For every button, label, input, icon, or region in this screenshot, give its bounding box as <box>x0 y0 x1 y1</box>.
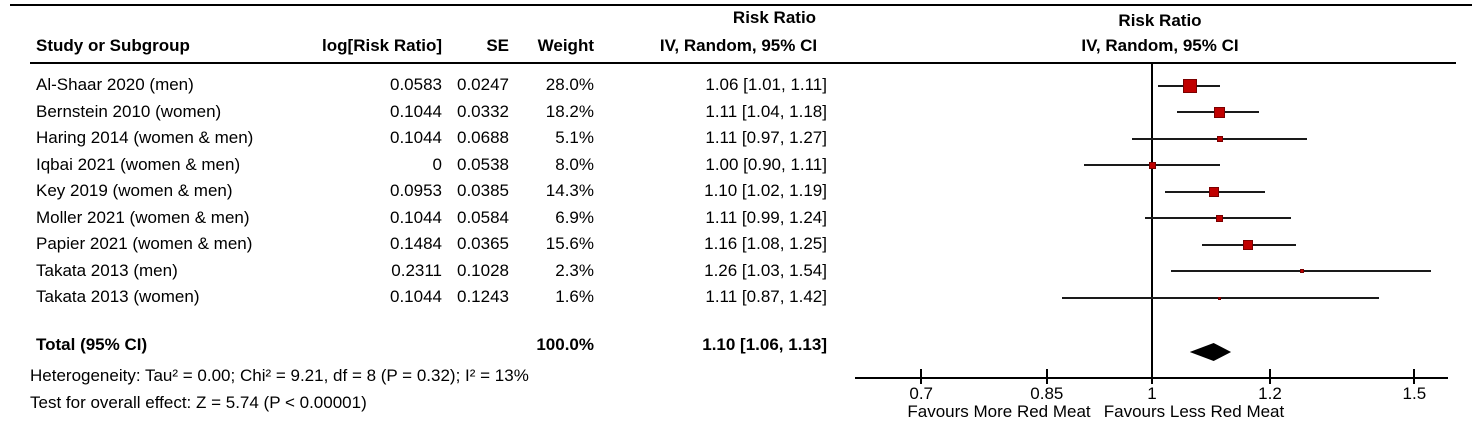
effect-square <box>1148 161 1156 169</box>
ci-value: 1.10 [1.02, 1.19] <box>704 181 827 201</box>
se-value: 0.1243 <box>457 287 509 307</box>
top-border-line <box>10 4 1472 6</box>
total-label: Total (95% CI) <box>36 335 148 354</box>
table-row: Takata 2013 (men) 0.2311 0.1028 2.3% 1.2… <box>0 258 863 285</box>
se-value: 0.0688 <box>457 128 509 148</box>
log-rr-value: 0.1044 <box>390 101 442 121</box>
log-rr-value: 0.2311 <box>391 260 442 280</box>
se-value: 0.0332 <box>457 101 509 121</box>
weight-value: 15.6% <box>545 234 594 254</box>
study-table: Al-Shaar 2020 (men) 0.0583 0.0247 28.0% … <box>0 72 863 311</box>
study-label: Haring 2014 (women & men) <box>36 128 254 148</box>
table-row: Papier 2021 (women & men) 0.1484 0.0365 … <box>0 231 863 258</box>
axis-tick-label: 1.2 <box>1258 384 1282 403</box>
axis-label-left: Favours More Red Meat <box>907 402 1091 421</box>
log-rr-value: 0.1484 <box>390 234 442 254</box>
study-label: Takata 2013 (women) <box>36 287 200 307</box>
plot-header: Risk Ratio IV, Random, 95% CI <box>960 8 1360 58</box>
weight-value: 6.9% <box>555 207 594 227</box>
header-underline <box>30 62 1456 64</box>
weight-value: 14.3% <box>545 181 594 201</box>
header-se: SE <box>486 36 509 55</box>
effect-square <box>1218 296 1222 300</box>
ci-value: 1.11 [1.04, 1.18] <box>705 101 827 121</box>
total-row: Total (95% CI) 100.0% 1.10 [1.06, 1.13] <box>0 332 863 359</box>
study-label: Papier 2021 (women & men) <box>36 234 253 254</box>
plot-title: Risk Ratio <box>1118 11 1202 30</box>
se-value: 0.0538 <box>457 154 509 174</box>
axis-tick-label: 1.5 <box>1402 384 1427 403</box>
table-row: Takata 2013 (women) 0.1044 0.1243 1.6% 1… <box>0 284 863 311</box>
ci-value: 1.11 [0.87, 1.42] <box>705 287 827 307</box>
reference-line <box>1151 63 1153 379</box>
total-log-blank <box>300 332 442 359</box>
weight-value: 18.2% <box>545 101 594 121</box>
plot-subtitle: IV, Random, 95% CI <box>1081 36 1239 55</box>
weight-value: 8.0% <box>555 154 594 174</box>
header-study: Study or Subgroup <box>36 36 190 55</box>
axis-tick-label: 0.85 <box>1030 384 1064 403</box>
total-weight: 100.0% <box>536 335 594 354</box>
table-row: Al-Shaar 2020 (men) 0.0583 0.0247 28.0% … <box>0 72 863 99</box>
study-label: Takata 2013 (men) <box>36 260 178 280</box>
log-rr-value: 0 <box>432 154 442 174</box>
header-ci: IV, Random, 95% CI <box>659 36 818 55</box>
total-ci: 1.10 [1.06, 1.13] <box>702 335 827 354</box>
effect-square <box>1216 135 1223 142</box>
axis-tick <box>1268 369 1271 384</box>
weight-value: 5.1% <box>555 128 594 148</box>
effect-square <box>1182 78 1197 93</box>
axis-tick-label: 1 <box>1147 384 1157 403</box>
study-label: Al-Shaar 2020 (men) <box>36 75 194 94</box>
se-value: 0.0365 <box>457 234 509 254</box>
se-value: 0.1028 <box>457 260 509 280</box>
effect-square <box>1214 106 1226 118</box>
total-se-blank <box>442 332 509 359</box>
study-label: Moller 2021 (women & men) <box>36 207 250 227</box>
se-value: 0.0584 <box>457 207 509 227</box>
axis-tick <box>920 369 923 384</box>
table-header-row: Study or Subgroup log[Risk Ratio] SE Wei… <box>0 33 863 60</box>
axis-label-right: Favours Less Red Meat <box>1103 402 1285 421</box>
weight-value: 1.6% <box>555 287 594 307</box>
log-rr-value: 0.1044 <box>390 287 442 307</box>
study-label: Key 2019 (women & men) <box>36 181 233 201</box>
effect-square <box>1299 269 1304 274</box>
axis-tick <box>1413 369 1416 384</box>
table-row: Moller 2021 (women & men) 0.1044 0.0584 … <box>0 205 863 232</box>
effect-square <box>1243 239 1254 250</box>
ci-value: 1.06 [1.01, 1.11] <box>705 75 827 94</box>
log-rr-value: 0.0953 <box>390 181 442 201</box>
header-weight: Weight <box>537 36 594 55</box>
weight-value: 28.0% <box>545 75 594 94</box>
effect-square <box>1208 186 1219 197</box>
header-log-risk-ratio: log[Risk Ratio] <box>322 36 442 55</box>
weight-value: 2.3% <box>555 260 594 280</box>
log-rr-value: 0.1044 <box>390 207 442 227</box>
axis-tick-label: 0.7 <box>909 384 934 403</box>
log-rr-value: 0.1044 <box>390 128 442 148</box>
ci-value: 1.11 [0.99, 1.24] <box>705 207 827 227</box>
log-rr-value: 0.0583 <box>390 75 442 94</box>
table-row: Iqbai 2021 (women & men) 0 0.0538 8.0% 1… <box>0 152 863 179</box>
table-row: Key 2019 (women & men) 0.0953 0.0385 14.… <box>0 178 863 205</box>
heterogeneity-stats: Heterogeneity: Tau² = 0.00; Chi² = 9.21,… <box>30 366 529 385</box>
ci-column-title: Risk Ratio <box>732 8 817 27</box>
study-label: Bernstein 2010 (women) <box>36 101 222 121</box>
se-value: 0.0385 <box>457 181 509 201</box>
axis-tick <box>1045 369 1048 384</box>
se-value: 0.0247 <box>457 75 509 94</box>
ci-value: 1.16 [1.08, 1.25] <box>704 234 827 254</box>
ci-value: 1.00 [0.90, 1.11] <box>705 154 827 174</box>
ci-value: 1.11 [0.97, 1.27] <box>705 128 827 148</box>
axis-tick <box>1151 369 1153 384</box>
table-row: Bernstein 2010 (women) 0.1044 0.0332 18.… <box>0 99 863 126</box>
total-diamond <box>1189 343 1232 361</box>
effect-square <box>1216 214 1224 222</box>
overall-effect-stats: Test for overall effect: Z = 5.74 (P < 0… <box>30 393 367 412</box>
ci-value: 1.26 [1.03, 1.54] <box>704 260 827 280</box>
table-row: Haring 2014 (women & men) 0.1044 0.0688 … <box>0 125 863 152</box>
study-label: Iqbai 2021 (women & men) <box>36 154 241 174</box>
